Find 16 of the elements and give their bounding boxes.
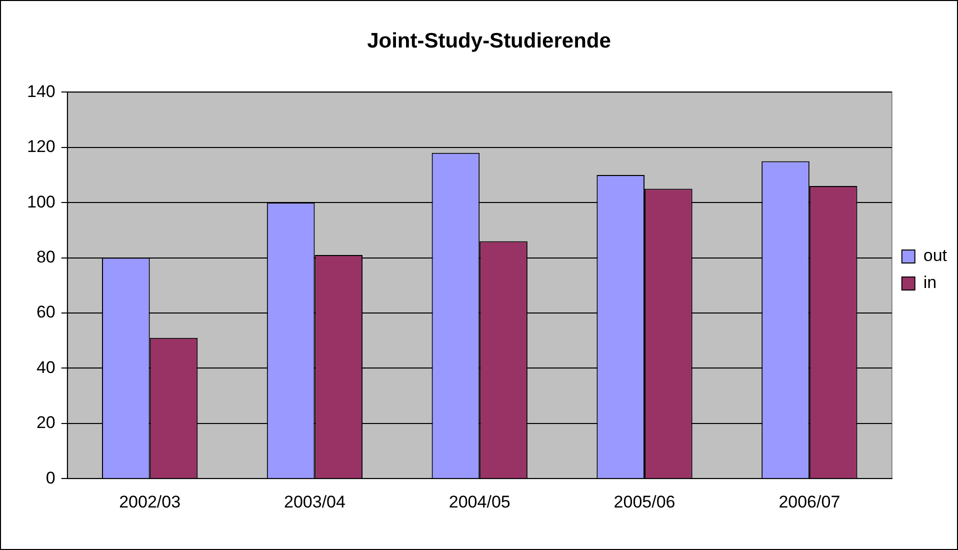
y-tick-label: 60 xyxy=(36,302,56,322)
x-tick-label: 2003/04 xyxy=(284,492,346,512)
legend-label: in xyxy=(923,273,937,292)
y-tick-label: 140 xyxy=(26,82,56,101)
x-tick-label: 2002/03 xyxy=(119,492,181,512)
y-tick-label: 40 xyxy=(36,358,56,377)
x-tick-label: 2005/06 xyxy=(614,492,676,512)
y-tick-label: 0 xyxy=(46,468,56,488)
y-tick-label: 100 xyxy=(26,192,56,212)
x-tick-label: 2004/05 xyxy=(448,492,510,512)
legend-label: out xyxy=(923,246,948,266)
y-tick-label: 20 xyxy=(36,413,56,432)
x-tick-label: 2006/07 xyxy=(778,492,840,512)
y-tick-label: 120 xyxy=(26,137,56,156)
y-tick-label: 80 xyxy=(36,247,56,266)
chart-title: Joint-Study-Studierende xyxy=(367,29,611,52)
